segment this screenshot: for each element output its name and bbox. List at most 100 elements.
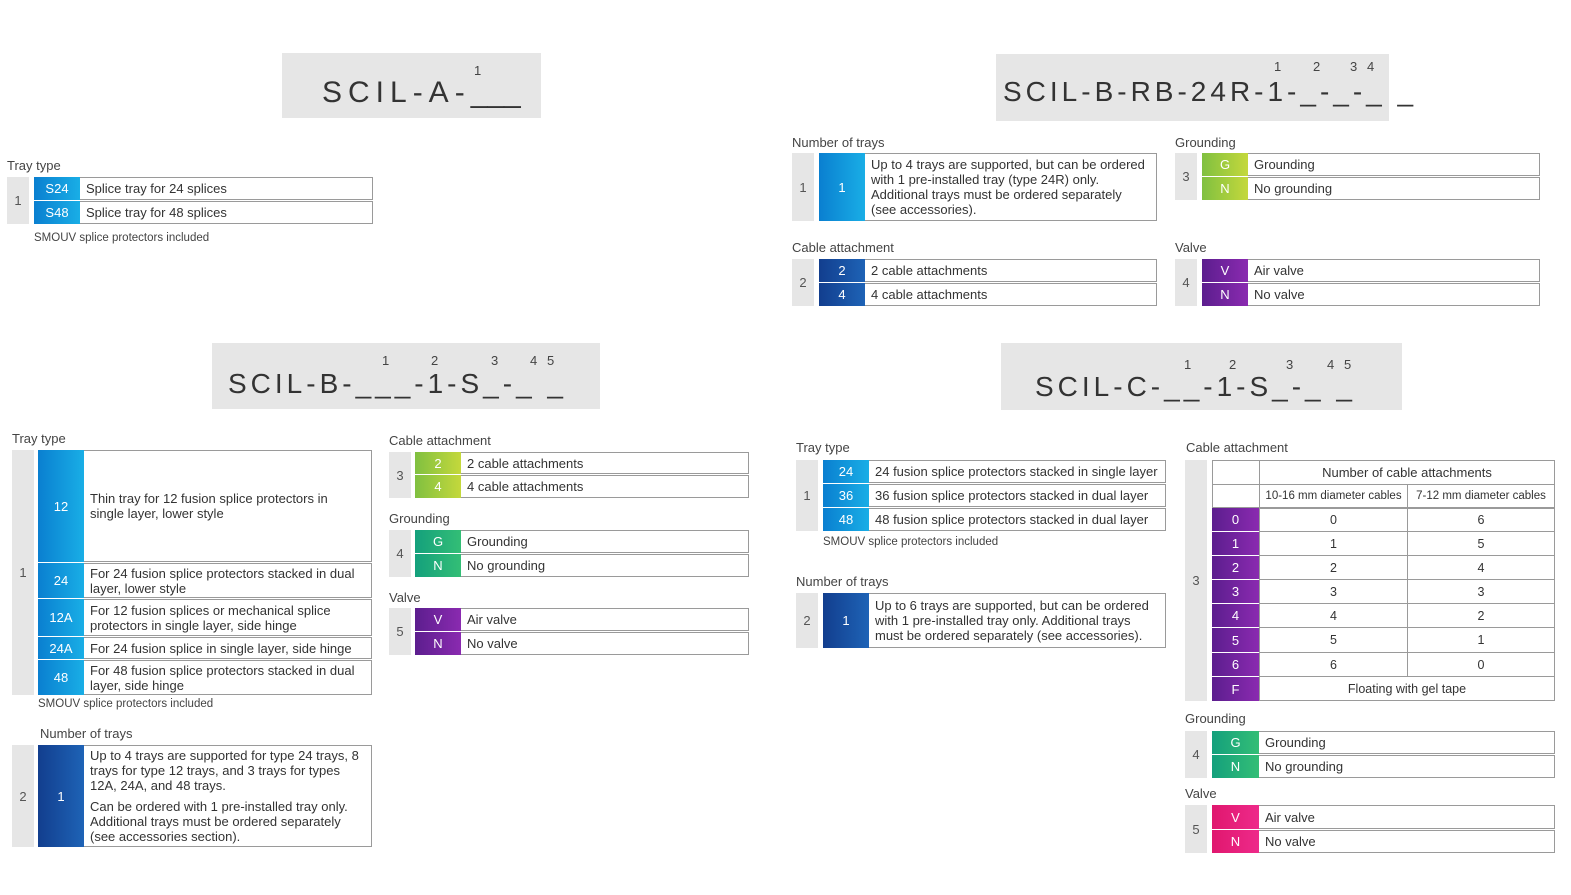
option-code: 36 [823, 484, 869, 507]
option-description: No valve [461, 632, 749, 655]
section-title-valve: Valve [389, 590, 421, 605]
option-description: No valve [1259, 830, 1555, 853]
part-number-prefix: SCIL-A- [322, 76, 471, 109]
option-code: 1 [38, 745, 84, 847]
option-description: No grounding [461, 554, 749, 577]
option-description: 2 cable attachments [461, 452, 749, 474]
table-cell: 3 [1259, 579, 1408, 604]
option-code: 48 [823, 508, 869, 531]
table-cell: 0 [1407, 652, 1555, 677]
position-number: 1 [7, 177, 29, 224]
option-description: 36 fusion splice protectors stacked in d… [869, 484, 1166, 507]
part-number-box-scil-b-rb [996, 54, 1389, 121]
table-cell: 2 [1259, 555, 1408, 580]
part-number-scil-a: SCIL-A-___ [322, 76, 521, 110]
position-number-2: 2 [1229, 357, 1237, 372]
option-description: Splice tray for 48 splices [80, 201, 373, 224]
table-corner [1212, 460, 1260, 485]
option-code: 2 [1212, 556, 1259, 579]
option-description: Up to 6 trays are supported, but can be … [869, 593, 1166, 648]
option-code: G [415, 530, 461, 553]
option-description: Air valve [1248, 259, 1540, 282]
option-description: Grounding [1259, 731, 1555, 754]
table-cell: 6 [1259, 652, 1408, 677]
position-number-1: 1 [1184, 357, 1192, 372]
option-code: F [1212, 677, 1259, 701]
table-cell: 5 [1259, 627, 1408, 653]
option-code: 48 [38, 660, 84, 695]
table-cell: 2 [1407, 603, 1555, 628]
section-title-number-of-trays: Number of trays [40, 726, 133, 741]
position-number-1: 1 [382, 353, 390, 368]
trays-description-2: Can be ordered with 1 pre-installed tray… [90, 799, 348, 844]
option-code: 2 [819, 259, 865, 282]
table-cell: 3 [1407, 579, 1555, 604]
section-title-cable-attachment: Cable attachment [1186, 440, 1288, 455]
part-number-scil-c: SCIL-C-__-1-S_-_ _ [1035, 371, 1356, 402]
option-code: 24 [823, 460, 869, 483]
part-number-blank: ___ [470, 76, 521, 109]
position-number: 3 [1175, 153, 1197, 200]
position-number: 3 [1185, 460, 1207, 701]
part-number-box-scil-c [1001, 343, 1402, 410]
footnote: SMOUV splice protectors included [823, 536, 999, 548]
section-title-grounding: Grounding [389, 511, 450, 526]
option-description: Up to 4 trays are supported for type 24 … [84, 745, 372, 847]
option-description: For 24 fusion splice protectors stacked … [84, 563, 372, 598]
option-description: 48 fusion splice protectors stacked in d… [869, 508, 1166, 531]
option-code: 0 [1212, 508, 1259, 531]
table-cell: 0 [1259, 508, 1408, 532]
option-description: Thin tray for 12 fusion splice protector… [84, 450, 372, 562]
table-cell: 4 [1259, 603, 1408, 628]
option-code: N [1212, 830, 1259, 853]
option-code: N [415, 632, 461, 655]
table-cell: 1 [1407, 627, 1555, 653]
option-description: 24 fusion splice protectors stacked in s… [869, 460, 1166, 483]
option-code: S24 [34, 177, 80, 200]
section-title-valve: Valve [1175, 240, 1207, 255]
table-cell: 4 [1407, 555, 1555, 580]
section-title-grounding: Grounding [1185, 711, 1246, 726]
table-cell: 6 [1407, 508, 1555, 532]
option-description: 2 cable attachments [865, 259, 1157, 282]
position-number-2: 2 [1313, 59, 1321, 74]
table-header: Number of cable attachments [1259, 460, 1555, 485]
part-number-box-scil-a [282, 53, 541, 118]
option-code: 1 [819, 153, 865, 221]
section-title-tray-type: Tray type [796, 440, 850, 455]
option-code: 6 [1212, 653, 1259, 676]
option-description: For 48 fusion splice protectors stacked … [84, 660, 372, 695]
position-number-4: 4 [530, 353, 538, 368]
option-description: Grounding [1248, 153, 1540, 176]
option-code: 1 [1212, 532, 1259, 555]
position-number-4: 4 [1327, 357, 1335, 372]
option-code: 1 [823, 593, 869, 648]
position-number: 1 [12, 450, 34, 695]
column-header: 7-12 mm diameter cables [1407, 484, 1555, 508]
position-number: 2 [792, 259, 814, 306]
position-number-1: 1 [1274, 59, 1282, 74]
position-number-5: 5 [547, 353, 555, 368]
option-code: N [1212, 755, 1259, 778]
option-code: 24A [38, 637, 84, 659]
position-number: 4 [1175, 259, 1197, 306]
position-number-2: 2 [431, 353, 439, 368]
option-code: 4 [415, 475, 461, 498]
option-code: 4 [1212, 604, 1259, 627]
section-title-tray-type: Tray type [12, 431, 66, 446]
position-number-3: 3 [1350, 59, 1358, 74]
option-description: No grounding [1248, 177, 1540, 200]
column-header: 10-16 mm diameter cables [1259, 484, 1408, 508]
position-number: 3 [389, 452, 411, 498]
position-number-1: 1 [474, 63, 482, 78]
option-code: S48 [34, 201, 80, 224]
option-code: N [1202, 177, 1248, 200]
option-code: G [1202, 153, 1248, 176]
option-code: V [1202, 259, 1248, 282]
option-code: V [1212, 805, 1259, 829]
part-number-scil-b: SCIL-B-___-1-S_-_ _ [228, 368, 568, 399]
option-description: Splice tray for 24 splices [80, 177, 373, 200]
part-number-scil-b-rb: SCIL-B-RB-24R-1-_-_-_ _ [1003, 76, 1418, 107]
section-title-valve: Valve [1185, 786, 1217, 801]
option-description: Grounding [461, 530, 749, 553]
